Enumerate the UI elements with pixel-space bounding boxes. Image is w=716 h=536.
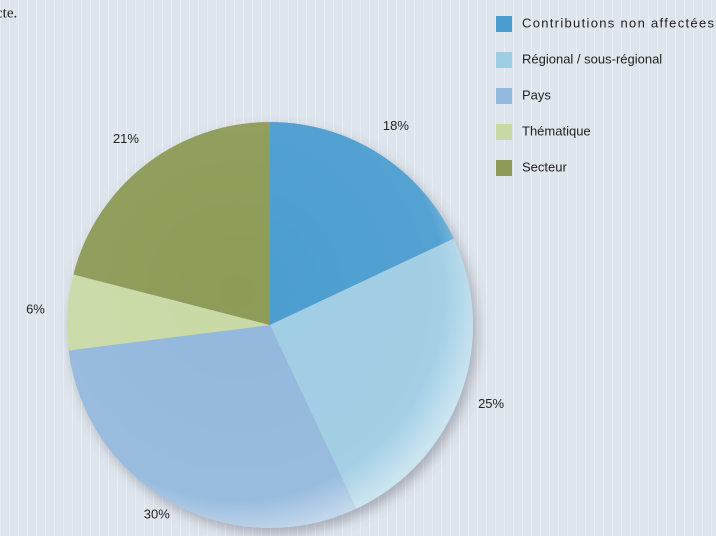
data-label: 21% [113,131,139,146]
legend-swatch [496,52,512,68]
data-label: 25% [478,396,504,411]
data-label: 18% [383,118,409,133]
text-fragment: cte. [0,5,17,21]
legend-swatch [496,160,512,176]
legend-label: Régional / sous-régional [522,51,662,66]
legend-swatch [496,124,512,140]
data-label: 30% [144,506,170,521]
legend-label: Thématique [522,123,591,138]
pie-highlight [67,122,473,528]
legend-label: Contributions non affectées [522,15,715,30]
legend-label: Pays [522,87,551,102]
data-label: 6% [26,302,45,317]
legend-label: Secteur [522,159,567,174]
legend-swatch [496,16,512,32]
legend-swatch [496,88,512,104]
